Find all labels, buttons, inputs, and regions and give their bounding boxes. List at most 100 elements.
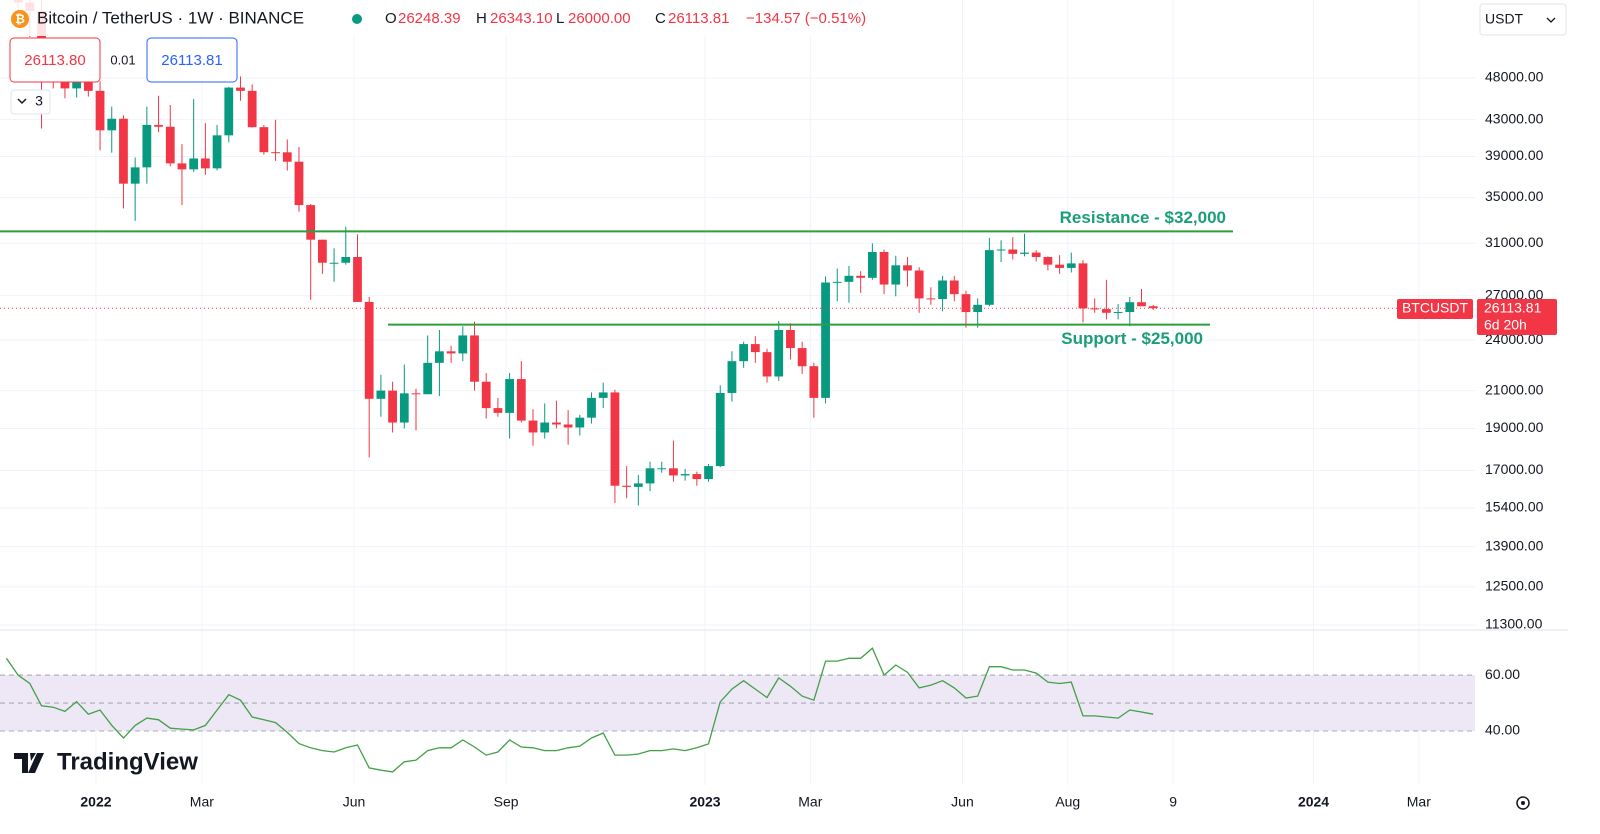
ask-price: 26113.81 bbox=[161, 52, 222, 69]
candle-body bbox=[797, 348, 807, 367]
candle-body bbox=[107, 118, 117, 131]
ohlc-value: 26113.81 bbox=[668, 10, 729, 27]
sell-button[interactable] bbox=[9, 37, 101, 83]
candle-body bbox=[423, 362, 433, 395]
candle-body bbox=[973, 304, 983, 313]
y-tick-label: 13900.00 bbox=[1485, 537, 1544, 553]
currency-select[interactable] bbox=[1479, 3, 1567, 36]
candle-body bbox=[271, 152, 280, 154]
candle-body bbox=[470, 335, 479, 382]
candle-body bbox=[727, 361, 737, 393]
candle-body bbox=[341, 257, 351, 263]
level-label: Support - $25,000 bbox=[1061, 329, 1203, 348]
candle-body bbox=[493, 408, 503, 413]
candle-body bbox=[575, 417, 585, 428]
x-tick-label: 2023 bbox=[689, 794, 720, 810]
btc-logo-glyph: ₿ bbox=[15, 12, 25, 26]
candle-body bbox=[903, 265, 912, 271]
candle-body bbox=[1137, 302, 1146, 307]
candle-body bbox=[236, 87, 245, 91]
candle-body bbox=[680, 474, 690, 476]
settings-icon-center bbox=[1521, 801, 1525, 805]
symbol-tag: BTCUSDT bbox=[1402, 300, 1469, 316]
candle-body bbox=[119, 118, 128, 184]
candle-body bbox=[622, 485, 632, 487]
candle-body bbox=[1102, 309, 1111, 313]
buy-button[interactable] bbox=[146, 37, 238, 83]
candle-body bbox=[938, 280, 947, 300]
y-tick-label: 21000.00 bbox=[1485, 381, 1544, 397]
candle-body bbox=[563, 424, 573, 428]
last-price-tag bbox=[1477, 299, 1557, 335]
chevron-icon bbox=[1546, 17, 1556, 23]
rsi-tick-label: 60.00 bbox=[1485, 666, 1520, 682]
candle-body bbox=[587, 397, 596, 418]
candle-body bbox=[353, 257, 362, 302]
candle-body bbox=[832, 281, 842, 283]
countdown: 6d 20h bbox=[1484, 317, 1527, 333]
candle-body bbox=[1008, 249, 1018, 254]
x-tick-label: Sep bbox=[494, 794, 519, 810]
market-status[interactable] bbox=[352, 14, 362, 24]
ohlc-value: 26000.00 bbox=[568, 10, 631, 27]
indicators-count: 3 bbox=[35, 93, 43, 109]
candle-body bbox=[1020, 252, 1029, 254]
candle-body bbox=[1090, 308, 1100, 310]
candle-body bbox=[914, 270, 924, 299]
y-tick-label: 12500.00 bbox=[1485, 577, 1544, 593]
candle-body bbox=[1113, 312, 1123, 314]
x-tick-label: Mar bbox=[190, 794, 214, 810]
symbol-tag-bg bbox=[1397, 299, 1473, 319]
candle-body bbox=[142, 124, 152, 168]
candle-body bbox=[1043, 257, 1053, 265]
candle-body bbox=[189, 158, 199, 170]
x-tick-label: Mar bbox=[1407, 794, 1431, 810]
candle-body bbox=[388, 390, 397, 423]
y-tick-label: 48000.00 bbox=[1485, 69, 1544, 85]
candle-body bbox=[879, 251, 889, 285]
candle-body bbox=[95, 90, 105, 131]
candle-body bbox=[704, 466, 713, 480]
candle-body bbox=[739, 344, 749, 362]
x-tick-label: Jun bbox=[343, 794, 366, 810]
candle-body bbox=[645, 468, 655, 484]
y-tick-label: 11300.00 bbox=[1485, 616, 1543, 632]
candle-body bbox=[961, 294, 971, 313]
indicators-toggle[interactable] bbox=[10, 89, 51, 115]
y-tick-label: 17000.00 bbox=[1485, 461, 1544, 477]
candle-body bbox=[259, 127, 269, 153]
x-tick-label: Jun bbox=[951, 794, 974, 810]
candle-body bbox=[692, 474, 702, 480]
candle-body bbox=[1055, 264, 1064, 268]
brand-logo bbox=[14, 753, 44, 773]
brand-name: TradingView bbox=[57, 748, 198, 775]
candle-body bbox=[821, 282, 830, 398]
candle-body bbox=[1031, 252, 1041, 258]
candle-body bbox=[154, 124, 163, 127]
spread: 0.01 bbox=[110, 52, 135, 67]
rsi-tick-label: 40.00 bbox=[1485, 722, 1520, 738]
candle-body bbox=[446, 351, 456, 354]
candle-body bbox=[399, 393, 409, 423]
bid-price: 26113.80 bbox=[24, 52, 85, 69]
candle-body bbox=[867, 251, 877, 278]
ohlc-label: C bbox=[655, 10, 666, 27]
candle-body bbox=[762, 352, 772, 377]
candle-body bbox=[435, 351, 444, 363]
ohlc-label: H bbox=[476, 10, 487, 27]
candle-body bbox=[540, 422, 550, 433]
settings-icon[interactable] bbox=[1516, 796, 1530, 810]
candle-body bbox=[224, 87, 234, 136]
candle-body bbox=[926, 298, 936, 300]
candle-body bbox=[669, 468, 678, 476]
x-tick-label: 2022 bbox=[80, 794, 111, 810]
candle-body bbox=[610, 392, 620, 486]
candle-body bbox=[376, 390, 386, 399]
candle-body bbox=[996, 249, 1006, 251]
y-tick-label: 15400.00 bbox=[1485, 499, 1544, 515]
x-tick-label: 2024 bbox=[1298, 794, 1329, 810]
candle-body bbox=[505, 379, 514, 413]
y-tick-label: 27000.00 bbox=[1485, 286, 1544, 302]
last-price: 26113.81 bbox=[1484, 300, 1542, 316]
candle-body bbox=[329, 262, 339, 264]
